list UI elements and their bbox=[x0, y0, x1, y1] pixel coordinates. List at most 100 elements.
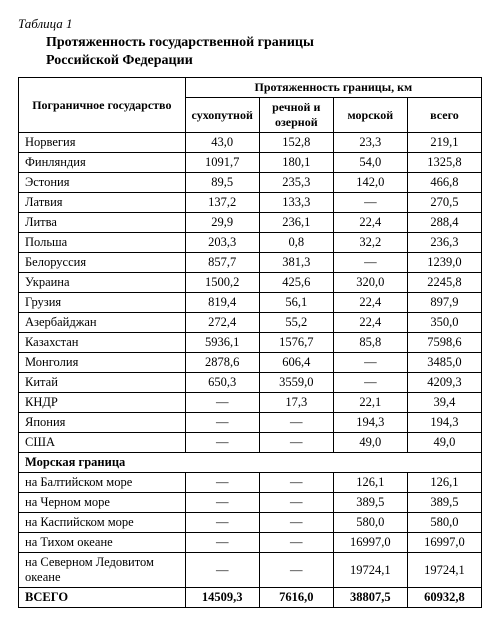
cell-total: 3485,0 bbox=[407, 353, 481, 373]
table-row: Казахстан5936,11576,785,87598,6 bbox=[19, 333, 482, 353]
cell-land: 1500,2 bbox=[185, 273, 259, 293]
cell-river: — bbox=[259, 533, 333, 553]
cell-river: 55,2 bbox=[259, 313, 333, 333]
table-row: на Балтийском море——126,1126,1 bbox=[19, 473, 482, 493]
cell-river: — bbox=[259, 433, 333, 453]
cell-sea: — bbox=[333, 353, 407, 373]
cell-land: 29,9 bbox=[185, 213, 259, 233]
table-row: Белоруссия857,7381,3—1239,0 bbox=[19, 253, 482, 273]
cell-land: 89,5 bbox=[185, 173, 259, 193]
cell-land: — bbox=[185, 413, 259, 433]
cell-sea: 126,1 bbox=[333, 473, 407, 493]
cell-state: на Балтийском море bbox=[19, 473, 186, 493]
table-row: Украина1500,2425,6320,02245,8 bbox=[19, 273, 482, 293]
cell-total: 580,0 bbox=[407, 513, 481, 533]
cell-state: КНДР bbox=[19, 393, 186, 413]
cell-land: 5936,1 bbox=[185, 333, 259, 353]
cell-total: 7598,6 bbox=[407, 333, 481, 353]
table-row: КНДР—17,322,139,4 bbox=[19, 393, 482, 413]
table-row: Латвия137,2133,3—270,5 bbox=[19, 193, 482, 213]
cell-total: 270,5 bbox=[407, 193, 481, 213]
cell-land: 272,4 bbox=[185, 313, 259, 333]
cell-sea: 49,0 bbox=[333, 433, 407, 453]
cell-river: 3559,0 bbox=[259, 373, 333, 393]
cell-sea: 22,4 bbox=[333, 213, 407, 233]
table-row: Литва29,9236,122,4288,4 bbox=[19, 213, 482, 233]
cell-state: Украина bbox=[19, 273, 186, 293]
cell-state: Япония bbox=[19, 413, 186, 433]
cell-total: 288,4 bbox=[407, 213, 481, 233]
cell-state: США bbox=[19, 433, 186, 453]
cell-sea: 19724,1 bbox=[333, 553, 407, 588]
cell-sea: 320,0 bbox=[333, 273, 407, 293]
sea-section-row: Морская граница bbox=[19, 453, 482, 473]
cell-land: 819,4 bbox=[185, 293, 259, 313]
cell-state: Грузия bbox=[19, 293, 186, 313]
col-river: речной и озерной bbox=[259, 98, 333, 133]
table-row: Норвегия43,0152,823,3219,1 bbox=[19, 133, 482, 153]
cell-total: 236,3 bbox=[407, 233, 481, 253]
cell-sea: 580,0 bbox=[333, 513, 407, 533]
total-total: 60932,8 bbox=[407, 588, 481, 608]
cell-river: — bbox=[259, 473, 333, 493]
cell-total: 466,8 bbox=[407, 173, 481, 193]
cell-state: на Северном Ледовитом океане bbox=[19, 553, 186, 588]
cell-river: 17,3 bbox=[259, 393, 333, 413]
cell-total: 16997,0 bbox=[407, 533, 481, 553]
sea-section-label: Морская граница bbox=[19, 453, 482, 473]
cell-state: Латвия bbox=[19, 193, 186, 213]
cell-sea: — bbox=[333, 373, 407, 393]
cell-state: Финляндия bbox=[19, 153, 186, 173]
cell-state: Норвегия bbox=[19, 133, 186, 153]
cell-state: Польша bbox=[19, 233, 186, 253]
cell-river: 56,1 bbox=[259, 293, 333, 313]
table-row: на Каспийском море——580,0580,0 bbox=[19, 513, 482, 533]
cell-state: Литва bbox=[19, 213, 186, 233]
cell-river: 1576,7 bbox=[259, 333, 333, 353]
table-row: Азербайджан272,455,222,4350,0 bbox=[19, 313, 482, 333]
cell-total: 1325,8 bbox=[407, 153, 481, 173]
cell-state: Казахстан bbox=[19, 333, 186, 353]
table-row: Грузия819,456,122,4897,9 bbox=[19, 293, 482, 313]
table-row: Эстония89,5235,3142,0466,8 bbox=[19, 173, 482, 193]
cell-land: 137,2 bbox=[185, 193, 259, 213]
cell-river: — bbox=[259, 553, 333, 588]
cell-river: — bbox=[259, 513, 333, 533]
table-row: Япония——194,3194,3 bbox=[19, 413, 482, 433]
col-total: всего bbox=[407, 98, 481, 133]
cell-state: Белоруссия bbox=[19, 253, 186, 273]
cell-river: 0,8 bbox=[259, 233, 333, 253]
cell-state: Азербайджан bbox=[19, 313, 186, 333]
cell-river: — bbox=[259, 413, 333, 433]
col-state: Пограничное государство bbox=[19, 78, 186, 133]
cell-state: Китай bbox=[19, 373, 186, 393]
total-label: ВСЕГО bbox=[19, 588, 186, 608]
cell-land: — bbox=[185, 533, 259, 553]
cell-land: — bbox=[185, 553, 259, 588]
cell-land: 857,7 bbox=[185, 253, 259, 273]
cell-total: 1239,0 bbox=[407, 253, 481, 273]
col-sea: морской bbox=[333, 98, 407, 133]
cell-state: Монголия bbox=[19, 353, 186, 373]
cell-state: на Тихом океане bbox=[19, 533, 186, 553]
cell-land: — bbox=[185, 393, 259, 413]
total-sea: 38807,5 bbox=[333, 588, 407, 608]
cell-sea: 22,4 bbox=[333, 313, 407, 333]
cell-sea: 194,3 bbox=[333, 413, 407, 433]
cell-sea: 142,0 bbox=[333, 173, 407, 193]
table-row: США——49,049,0 bbox=[19, 433, 482, 453]
cell-land: 650,3 bbox=[185, 373, 259, 393]
cell-land: — bbox=[185, 513, 259, 533]
table-row: Польша203,30,832,2236,3 bbox=[19, 233, 482, 253]
cell-river: 180,1 bbox=[259, 153, 333, 173]
cell-land: — bbox=[185, 433, 259, 453]
cell-total: 350,0 bbox=[407, 313, 481, 333]
cell-sea: 22,1 bbox=[333, 393, 407, 413]
cell-land: — bbox=[185, 473, 259, 493]
cell-sea: 16997,0 bbox=[333, 533, 407, 553]
cell-sea: 22,4 bbox=[333, 293, 407, 313]
cell-sea: 23,3 bbox=[333, 133, 407, 153]
cell-river: 152,8 bbox=[259, 133, 333, 153]
cell-land: 203,3 bbox=[185, 233, 259, 253]
col-group: Протяженность границы, км bbox=[185, 78, 481, 98]
